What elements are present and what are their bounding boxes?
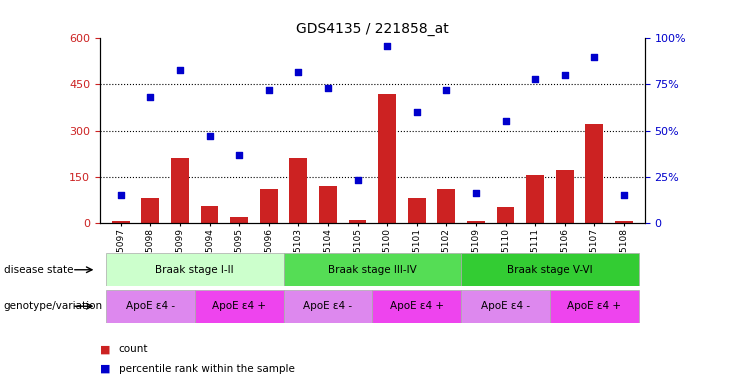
Bar: [106, 253, 284, 286]
Text: percentile rank within the sample: percentile rank within the sample: [119, 364, 294, 374]
Bar: [550, 290, 639, 323]
Text: ApoE ε4 -: ApoE ε4 -: [303, 301, 353, 311]
Point: [233, 151, 245, 157]
Text: ApoE ε4 -: ApoE ε4 -: [481, 301, 530, 311]
Bar: [496, 207, 514, 223]
Text: Braak stage V-VI: Braak stage V-VI: [507, 265, 593, 275]
Bar: [467, 221, 485, 223]
Bar: [349, 220, 367, 223]
Text: ■: ■: [100, 364, 110, 374]
Text: ApoE ε4 +: ApoE ε4 +: [212, 301, 266, 311]
Point: [618, 192, 630, 198]
Text: count: count: [119, 344, 148, 354]
Point: [293, 68, 305, 74]
Bar: [201, 206, 219, 223]
Bar: [171, 158, 189, 223]
Point: [529, 76, 541, 82]
Bar: [615, 221, 633, 223]
Text: ApoE ε4 +: ApoE ε4 +: [390, 301, 444, 311]
Point: [204, 133, 216, 139]
Bar: [106, 290, 195, 323]
Point: [263, 87, 275, 93]
Bar: [408, 198, 425, 223]
Point: [174, 67, 186, 73]
Point: [411, 109, 422, 115]
Bar: [556, 170, 574, 223]
Point: [588, 54, 600, 60]
Bar: [112, 221, 130, 223]
Point: [322, 85, 334, 91]
Title: GDS4135 / 221858_at: GDS4135 / 221858_at: [296, 22, 449, 36]
Point: [115, 192, 127, 198]
Point: [470, 190, 482, 196]
Bar: [461, 253, 639, 286]
Text: ■: ■: [100, 344, 110, 354]
Point: [440, 87, 452, 93]
Bar: [195, 290, 284, 323]
Bar: [142, 198, 159, 223]
Text: Braak stage I-II: Braak stage I-II: [156, 265, 234, 275]
Bar: [290, 158, 308, 223]
Point: [144, 94, 156, 101]
Point: [381, 43, 393, 49]
Bar: [284, 290, 372, 323]
Bar: [284, 253, 461, 286]
Bar: [585, 124, 603, 223]
Point: [499, 118, 511, 124]
Text: ApoE ε4 +: ApoE ε4 +: [568, 301, 622, 311]
Bar: [437, 189, 455, 223]
Text: disease state: disease state: [4, 265, 73, 275]
Bar: [230, 217, 248, 223]
Text: Braak stage III-IV: Braak stage III-IV: [328, 265, 416, 275]
Bar: [378, 94, 396, 223]
Text: ApoE ε4 -: ApoE ε4 -: [126, 301, 175, 311]
Bar: [260, 189, 278, 223]
Bar: [461, 290, 550, 323]
Bar: [373, 290, 461, 323]
Bar: [526, 175, 544, 223]
Text: genotype/variation: genotype/variation: [4, 301, 103, 311]
Point: [352, 177, 364, 184]
Point: [559, 72, 571, 78]
Bar: [319, 186, 337, 223]
